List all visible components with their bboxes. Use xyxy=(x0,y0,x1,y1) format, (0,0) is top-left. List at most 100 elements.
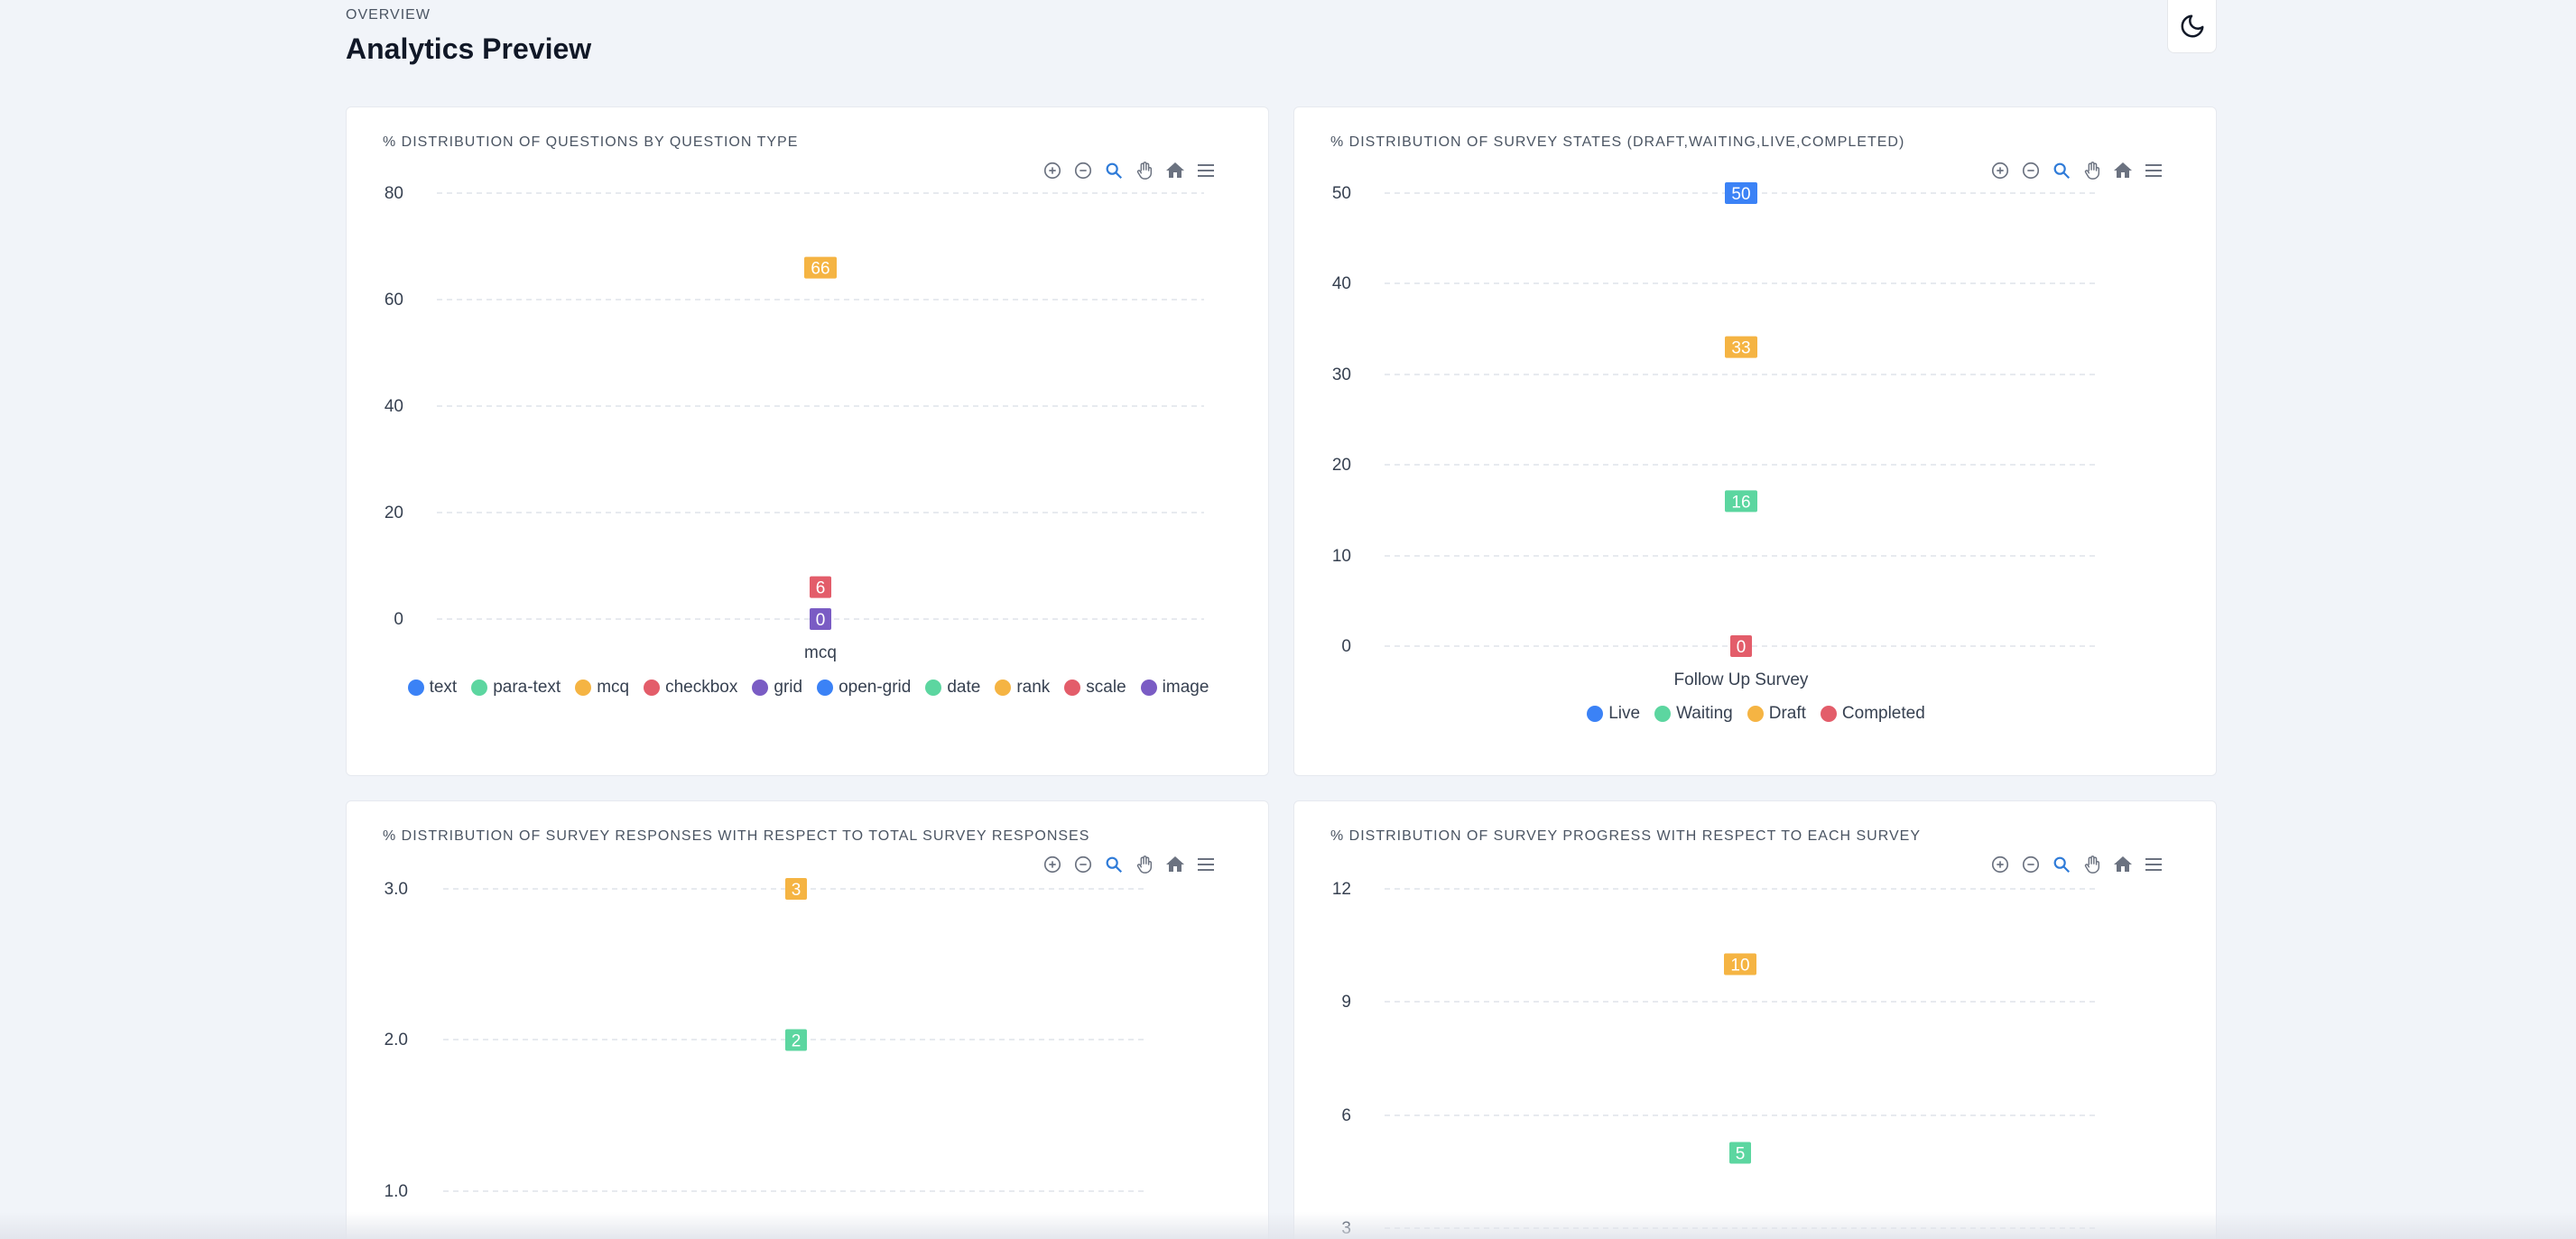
legend-item[interactable]: text xyxy=(407,678,457,698)
zoom-in-button[interactable] xyxy=(1042,854,1063,875)
data-label-text: 3 xyxy=(792,881,802,900)
menu-icon xyxy=(2145,164,2162,177)
home-button[interactable] xyxy=(2112,854,2134,875)
y-tick-label: 40 xyxy=(1332,274,1351,293)
chart-title: % Distribution of Survey States (Draft,W… xyxy=(1330,134,1905,150)
legend-label: rank xyxy=(1016,678,1051,697)
legend-item[interactable]: grid xyxy=(752,678,802,698)
data-label-text: 10 xyxy=(1730,957,1749,975)
selection-zoom-button[interactable] xyxy=(1103,854,1125,875)
home-button[interactable] xyxy=(1164,160,1186,181)
home-icon xyxy=(1166,856,1184,872)
legend-item[interactable]: para-text xyxy=(471,678,561,698)
y-tick-label: 10 xyxy=(1332,547,1351,566)
legend-item[interactable]: Waiting xyxy=(1654,704,1733,724)
legend-item[interactable]: checkbox xyxy=(644,678,737,698)
data-label-badge xyxy=(1730,635,1752,657)
zoom-in-button[interactable] xyxy=(1989,854,2011,875)
data-label-badge xyxy=(1725,336,1757,358)
legend-marker xyxy=(644,680,661,696)
data-label[interactable]: 50 xyxy=(1725,182,1757,204)
menu-button[interactable] xyxy=(1195,160,1217,181)
home-icon xyxy=(1166,162,1184,178)
legend-item[interactable]: date xyxy=(925,678,980,698)
zoom-out-button[interactable] xyxy=(2020,854,2042,875)
pan-icon xyxy=(1136,162,1153,180)
data-label[interactable]: 3 xyxy=(785,878,807,900)
data-label-badge xyxy=(1729,1142,1751,1164)
data-label[interactable]: 2 xyxy=(785,1029,807,1051)
page-title: Analytics Preview xyxy=(346,32,592,65)
legend-item[interactable]: Completed xyxy=(1820,704,1925,724)
zoom-out-button[interactable] xyxy=(1072,854,1094,875)
zoom-in-icon xyxy=(1043,855,1061,874)
data-label-text: 0 xyxy=(816,611,826,630)
pan-icon xyxy=(2084,855,2100,874)
data-label[interactable]: 16 xyxy=(1725,490,1757,513)
data-label-badge xyxy=(1724,953,1756,975)
page-header: Overview Analytics Preview xyxy=(346,7,591,66)
selection-zoom-button[interactable] xyxy=(2051,854,2072,875)
data-label-badge xyxy=(810,576,831,598)
selection-zoom-button[interactable] xyxy=(2051,160,2072,181)
data-label[interactable]: 66 xyxy=(804,256,837,279)
legend-label: grid xyxy=(774,678,803,697)
data-label[interactable]: 6 xyxy=(810,576,831,598)
pan-button[interactable] xyxy=(2081,160,2103,181)
pan-button[interactable] xyxy=(1134,854,1155,875)
home-button[interactable] xyxy=(1164,854,1186,875)
legend-item[interactable]: Live xyxy=(1587,704,1640,724)
data-label-text: 5 xyxy=(1736,1144,1746,1163)
y-tick-label: 30 xyxy=(1332,365,1351,384)
data-label-badge xyxy=(1725,182,1757,204)
y-tick-label: 20 xyxy=(1332,456,1351,475)
zoom-out-icon xyxy=(2022,162,2040,180)
data-label-text: 50 xyxy=(1731,185,1750,204)
legend-item[interactable]: mcq xyxy=(575,678,629,698)
legend-marker xyxy=(471,680,488,696)
pan-button[interactable] xyxy=(1134,160,1155,181)
zoom-in-button[interactable] xyxy=(1042,160,1063,181)
zoom-out-icon xyxy=(1074,162,1092,180)
data-label[interactable]: 10 xyxy=(1724,953,1756,975)
data-label[interactable]: 0 xyxy=(810,608,831,630)
data-label-text: 2 xyxy=(792,1032,802,1051)
menu-icon xyxy=(1198,164,1214,177)
data-label-badge xyxy=(785,1029,807,1051)
menu-button[interactable] xyxy=(1195,854,1217,875)
legend-item[interactable]: rank xyxy=(995,678,1050,698)
zoom-in-icon xyxy=(1043,162,1061,180)
data-label-badge xyxy=(1725,490,1757,513)
zoom-out-button[interactable] xyxy=(1072,160,1094,181)
zoom-in-button[interactable] xyxy=(1989,160,2011,181)
x-category-label: mcq xyxy=(804,643,837,662)
selection-zoom-button[interactable] xyxy=(1103,160,1125,181)
data-label-badge xyxy=(804,256,837,279)
chart-card-question-types: % Distribution of Questions by Question … xyxy=(346,106,1269,776)
zoom-out-button[interactable] xyxy=(2020,160,2042,181)
legend-item[interactable]: open-grid xyxy=(817,678,911,698)
legend-item[interactable]: image xyxy=(1140,678,1209,698)
y-tick-label: 12 xyxy=(1332,880,1351,899)
menu-button[interactable] xyxy=(2143,854,2164,875)
y-tick-label: 60 xyxy=(385,291,403,310)
data-label[interactable]: 33 xyxy=(1725,336,1757,358)
y-tick-label: 2.0 xyxy=(385,1031,408,1049)
chart-toolbar xyxy=(1042,854,1217,875)
theme-toggle-button[interactable] xyxy=(2167,0,2217,53)
legend-item[interactable]: Draft xyxy=(1747,704,1806,724)
data-label[interactable]: 0 xyxy=(1730,635,1752,657)
legend-marker xyxy=(1140,680,1157,696)
home-button[interactable] xyxy=(2112,160,2134,181)
menu-button[interactable] xyxy=(2143,160,2164,181)
y-tick-label: 20 xyxy=(385,504,403,522)
chart-card-survey-states: % Distribution of Survey States (Draft,W… xyxy=(1293,106,2217,776)
pan-button[interactable] xyxy=(2081,854,2103,875)
legend-item[interactable]: scale xyxy=(1064,678,1126,698)
data-label[interactable]: 5 xyxy=(1729,1142,1751,1164)
chart-plot: 12 9 6 3 10 5 xyxy=(1332,880,2096,1238)
selection-zoom-icon xyxy=(2053,162,2071,180)
chart-toolbar xyxy=(1042,160,1217,181)
legend-marker xyxy=(925,680,942,696)
home-icon xyxy=(2114,162,2132,178)
